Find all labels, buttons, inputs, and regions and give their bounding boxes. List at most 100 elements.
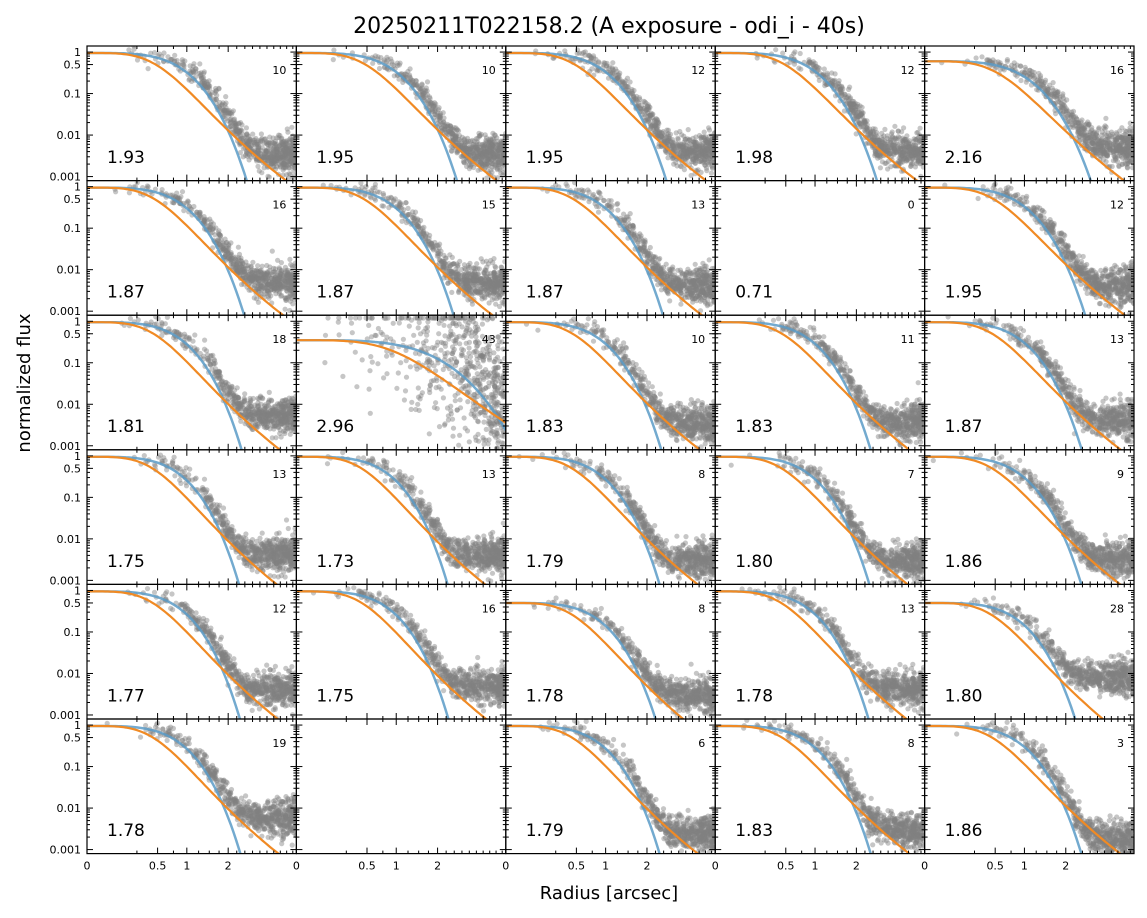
panel-r4-c0: 10.5 0.1 0.01 0.001 12 1.77 (50, 583, 297, 722)
moffat-fit-line (924, 60, 1126, 181)
panel-content (505, 316, 716, 450)
y-tick-label: 1 (74, 181, 81, 194)
x-tick-label: 0 (502, 860, 509, 873)
fwhm-label: 1.83 (735, 417, 773, 437)
star-count-label: 8 (698, 468, 705, 481)
panel-r2-c2: 101.83 (505, 314, 716, 451)
panel-ticks (924, 719, 1134, 854)
star-count-label: 8 (908, 737, 915, 750)
moffat-fit-line (505, 724, 700, 854)
star-count-label: 16 (1110, 64, 1124, 77)
star-count-label: 12 (901, 64, 915, 77)
panel-r5-c1: 0 0.5 1 2 (293, 718, 507, 873)
y-tick-label: 0.001 (50, 440, 82, 453)
y-tick-label: 0.5 (64, 597, 82, 610)
panel-content (87, 315, 297, 450)
moffat-fit-line (296, 186, 495, 316)
star-count-label: 16 (272, 199, 286, 212)
scatter-points (310, 585, 506, 714)
x-tick-label: 0.5 (777, 860, 795, 873)
y-tick-label: 0.001 (50, 305, 82, 318)
fwhm-label: 1.77 (107, 686, 145, 706)
moffat-fit-line (715, 51, 919, 181)
y-tick-label: 0.1 (64, 626, 82, 639)
fwhm-label: 1.80 (945, 686, 983, 706)
y-tick-label: 1 (74, 450, 81, 463)
star-count-label: 28 (1110, 602, 1124, 615)
panel-r2-c3: 111.83 (714, 314, 926, 451)
star-count-label: 13 (482, 468, 496, 481)
panel-r0-c0: 10.5 0.1 0.01 0.001 10 1.93 (50, 45, 297, 184)
panel-content (87, 452, 297, 585)
x-tick-label: 0.5 (358, 860, 376, 873)
x-tick-label: 0 (293, 860, 300, 873)
panel-grid: 10.50.10.010.001101.93101.95121.95121.98… (50, 45, 1135, 873)
panel-ticks (924, 315, 1134, 450)
y-tick-label: 0.01 (57, 129, 82, 142)
moffat-fit-line (87, 186, 285, 316)
panel-content (296, 449, 506, 585)
panel-r5-c3: 0 0.5 1 2 8 1.83 (712, 718, 926, 873)
y-tick-label: 0.5 (64, 462, 82, 475)
fwhm-label: 1.87 (526, 283, 564, 303)
fwhm-label: 1.78 (526, 686, 564, 706)
panel-content (715, 584, 925, 720)
scatter-points (516, 449, 716, 585)
moffat-fit-line (924, 321, 1123, 450)
panel-content (87, 180, 297, 316)
panel-r0-c4: 162.16 (923, 45, 1135, 182)
fwhm-label: 1.73 (316, 552, 354, 572)
star-count-label: 10 (482, 64, 496, 77)
panel-content (924, 450, 1134, 585)
y-tick-label: 0.5 (64, 732, 82, 745)
panel-content (715, 449, 925, 585)
fwhm-label: 1.87 (945, 417, 983, 437)
y-tick-label: 0.5 (64, 193, 82, 206)
fwhm-label: 1.75 (107, 552, 145, 572)
moffat-fit-line (296, 455, 487, 585)
panel-content (924, 181, 1134, 316)
panel-r1-c0: 10.5 0.1 0.01 0.001 16 1.87 (50, 180, 297, 318)
y-tick-label: 1 (74, 719, 81, 732)
star-count-label: 13 (691, 199, 705, 212)
fwhm-label: 2.96 (316, 417, 354, 437)
y-tick-label: 0.01 (57, 667, 82, 680)
moffat-fit-line (505, 186, 704, 316)
scatter-points (539, 180, 716, 314)
moffat-fit-line (715, 590, 909, 720)
y-tick-label: 0.01 (57, 264, 82, 277)
panel-r3-c0: 10.5 0.1 0.01 0.001 13 1.75 (50, 449, 297, 587)
moffat-fit-line (296, 590, 488, 720)
moffat-fit-line (505, 601, 685, 720)
panel-content (715, 47, 925, 181)
star-count-label: 3 (1117, 737, 1124, 750)
panel-r2-c1: 432.96 (295, 314, 507, 451)
star-count-label: 9 (1117, 468, 1124, 481)
moffat-fit-line (87, 321, 282, 450)
x-tick-label: 1 (393, 860, 400, 873)
panel-ticks (505, 180, 716, 316)
y-tick-label: 0.01 (57, 398, 82, 411)
x-tick-label: 0 (712, 860, 719, 873)
star-count-label: 7 (908, 468, 915, 481)
panel-content (924, 315, 1134, 450)
y-tick-label: 1 (74, 315, 81, 328)
panel-content (505, 449, 716, 585)
fwhm-label: 1.95 (316, 148, 354, 168)
moffat-fit-line (505, 51, 708, 181)
star-count-label: 12 (691, 64, 705, 77)
scatter-points (125, 586, 297, 720)
fwhm-label: 1.87 (316, 283, 354, 303)
x-tick-label: 1 (183, 860, 190, 873)
y-tick-label: 0.001 (50, 709, 82, 722)
moffat-fit-line (715, 724, 911, 854)
star-count-label: 12 (1110, 199, 1124, 212)
y-tick-label: 0.01 (57, 802, 82, 815)
fwhm-label: 1.87 (107, 283, 145, 303)
panel-ticks (924, 180, 1134, 316)
panel-ticks (86, 46, 297, 181)
star-count-label: 43 (482, 333, 496, 346)
x-tick-label: 0.5 (986, 860, 1004, 873)
